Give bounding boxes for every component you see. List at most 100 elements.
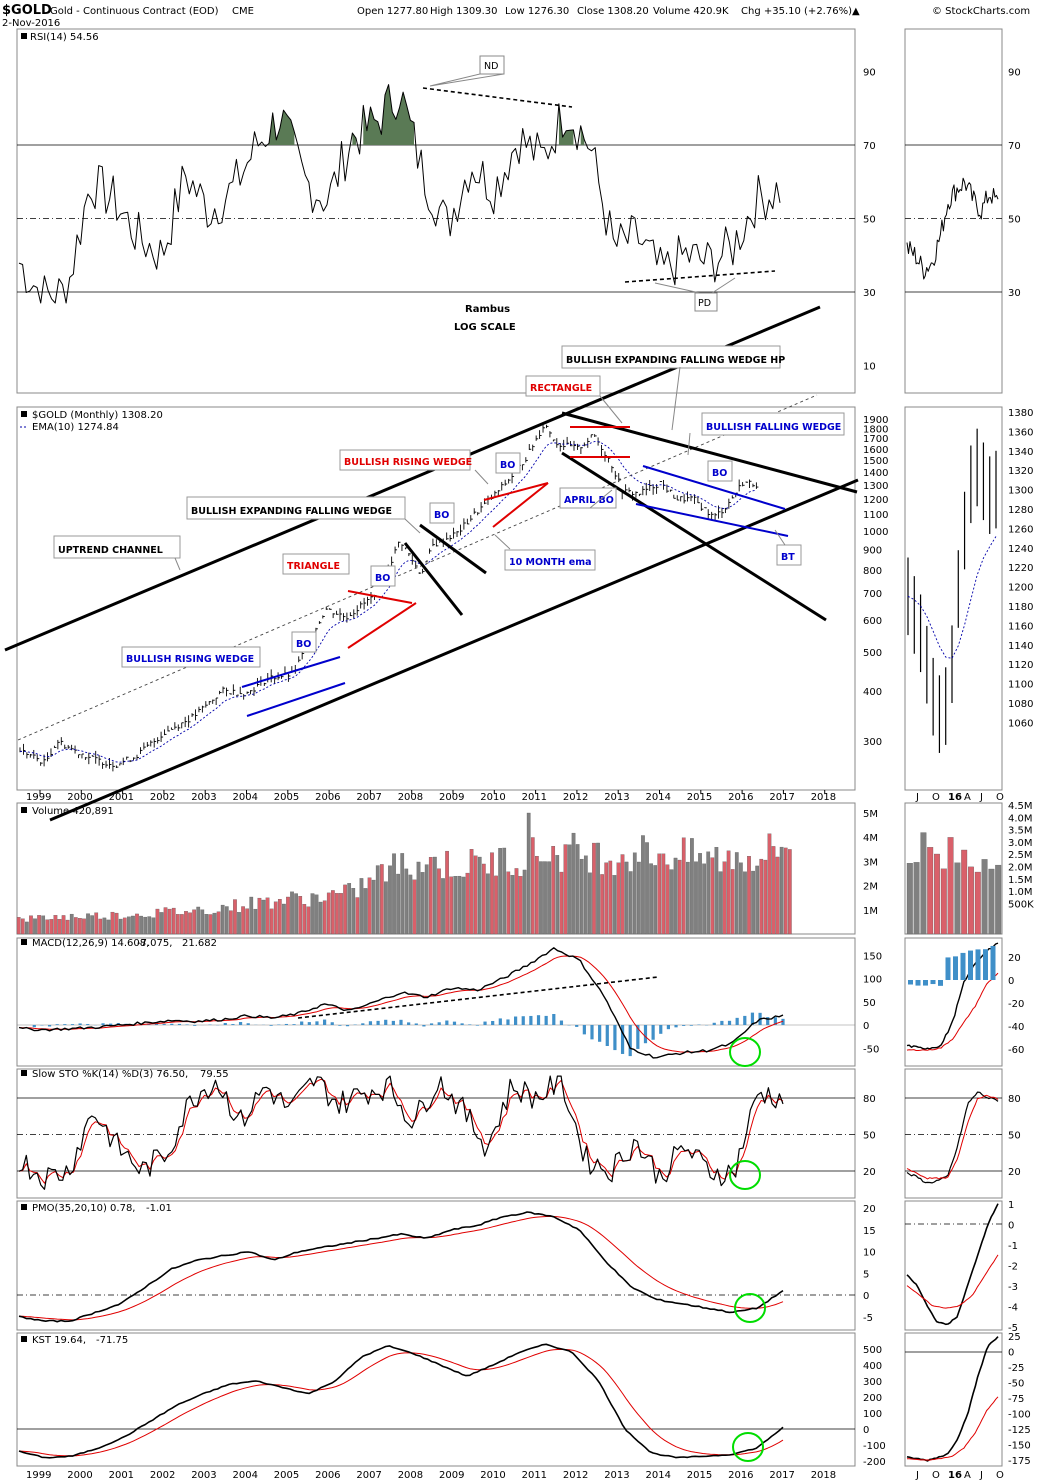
volume-bar — [694, 861, 698, 935]
volume-bar — [473, 855, 478, 935]
volume-bar — [469, 849, 474, 935]
instrument-name: Gold - Continuous Contract (EOD) — [50, 6, 219, 17]
volume-bar — [718, 871, 723, 935]
volume-mini-bar — [981, 859, 988, 935]
macd-histogram-bar — [506, 1019, 510, 1025]
macd-histogram-bar — [598, 1025, 602, 1042]
volume-bar — [229, 910, 233, 935]
volume-bar — [224, 906, 229, 935]
price-mini-tick-label: 1240 — [1008, 544, 1033, 555]
volume-bar — [249, 896, 254, 935]
macd-histogram-bar — [498, 1018, 502, 1025]
volume-mini-tick-label: 1.5M — [1008, 875, 1033, 886]
macd-histogram-bar — [781, 1018, 785, 1025]
macd-histogram-bar — [231, 1024, 235, 1025]
price-year-label: 2000 — [67, 792, 92, 803]
kst-mini-mini-tick-label: -50 — [1008, 1379, 1024, 1390]
change-value: Chg +35.10 (+2.76%) — [741, 6, 852, 17]
macd-mini-panel-frame — [904, 937, 1003, 1067]
macd-histogram-bar — [78, 1023, 82, 1025]
volume-bar — [408, 874, 413, 935]
macd-mini-histogram-bar — [990, 945, 996, 980]
macd-histogram-bar — [689, 1025, 693, 1026]
price-year-label: 2017 — [769, 792, 794, 803]
bo-label: BO — [375, 573, 390, 584]
macd-histogram-bar — [154, 1023, 159, 1025]
volume-bar — [261, 899, 266, 935]
volume-bar — [653, 865, 658, 935]
price-tick-label: 700 — [863, 589, 882, 600]
rsi-overbought-fill — [558, 103, 574, 145]
volume-bar — [677, 859, 682, 935]
volume-bar — [155, 908, 160, 935]
macd-histogram-bar — [613, 1025, 617, 1051]
high-value: High 1309.30 — [430, 6, 498, 17]
sto-highlight-circle — [729, 1160, 761, 1190]
macd-histogram-bar — [384, 1019, 388, 1025]
bt-label: BT — [781, 552, 795, 563]
rsi-mini-line — [906, 177, 999, 280]
volume-bar — [547, 861, 551, 935]
pd-pointer — [711, 277, 736, 294]
bottom-month-label: J — [979, 1470, 983, 1481]
volume-bar — [49, 919, 54, 935]
volume-bar — [180, 914, 184, 935]
bottom-month-label: A — [964, 1470, 971, 1481]
volume-bar — [535, 855, 539, 935]
rsi-overbought-fill — [363, 84, 414, 145]
volume-bar — [241, 906, 245, 935]
volume-bar — [477, 856, 482, 935]
macd-histogram-bar — [63, 1024, 67, 1025]
macd-histogram-bar — [773, 1017, 777, 1025]
macd-mini-mini-tick-label: -60 — [1008, 1045, 1024, 1056]
bo-label: BO — [712, 468, 727, 479]
annotation-pointer — [589, 489, 613, 509]
price-year-label: 2006 — [315, 792, 340, 803]
volume-bar — [192, 909, 196, 935]
macd-histogram-bar — [529, 1015, 533, 1025]
macd-histogram-bar — [361, 1023, 365, 1025]
volume-bar — [481, 863, 486, 935]
macd-histogram-bar — [86, 1024, 90, 1025]
macd-mini-histogram-bar — [953, 956, 958, 980]
exchange-label: CME — [232, 6, 254, 17]
kst-mini-line — [906, 1336, 999, 1462]
price-mini-tick-label: 1260 — [1008, 524, 1033, 535]
bottom-month-label: O — [996, 1470, 1004, 1481]
pd-divergence-line — [624, 270, 776, 283]
macd-histogram-bar — [399, 1019, 403, 1025]
macd-histogram-bar — [109, 1023, 113, 1025]
volume-mini-tick-label: 2.0M — [1008, 863, 1033, 874]
kst-highlight-circle — [732, 1432, 764, 1462]
bottom-year-label: 2015 — [687, 1470, 712, 1481]
volume-bar — [379, 864, 384, 935]
macd-histogram-bar — [460, 1023, 464, 1025]
volume-bar — [53, 915, 58, 935]
volume-mini-tick-label: 500K — [1008, 899, 1034, 910]
price-mini-month-label: A — [964, 792, 971, 803]
price-mini-month-label: J — [915, 792, 919, 803]
rsi-mini-tick-label: 50 — [1008, 215, 1021, 226]
volume-bar — [57, 919, 62, 935]
price-year-label: 2013 — [604, 792, 629, 803]
volume-value: Volume 420.9K — [653, 6, 729, 17]
price-mini-tick-label: 1180 — [1008, 602, 1033, 613]
uptrend-channel-label-box — [53, 535, 181, 559]
price-tick-label: 1100 — [863, 510, 888, 521]
macd-histogram-bar — [445, 1020, 449, 1025]
macd-histogram-bar — [391, 1020, 395, 1025]
pmo-mini-mini-tick-label: 0 — [1008, 1221, 1014, 1232]
kst-tick-label: 100 — [863, 1409, 882, 1420]
price-year-label: 2002 — [150, 792, 175, 803]
pmo-mini-mini-tick-label: -5 — [1008, 1323, 1018, 1334]
macd-histogram-bar — [659, 1025, 663, 1034]
volume-bar — [135, 913, 139, 935]
volume-bar — [743, 871, 747, 935]
volume-bar — [673, 857, 678, 935]
bottom-year-label: 2012 — [563, 1470, 588, 1481]
macd-histogram-bar — [47, 1025, 52, 1027]
annotation-pointer — [671, 366, 681, 431]
bottom-year-label: 2009 — [439, 1470, 464, 1481]
ema-mini-line — [907, 536, 997, 659]
volume-bar — [322, 900, 327, 935]
